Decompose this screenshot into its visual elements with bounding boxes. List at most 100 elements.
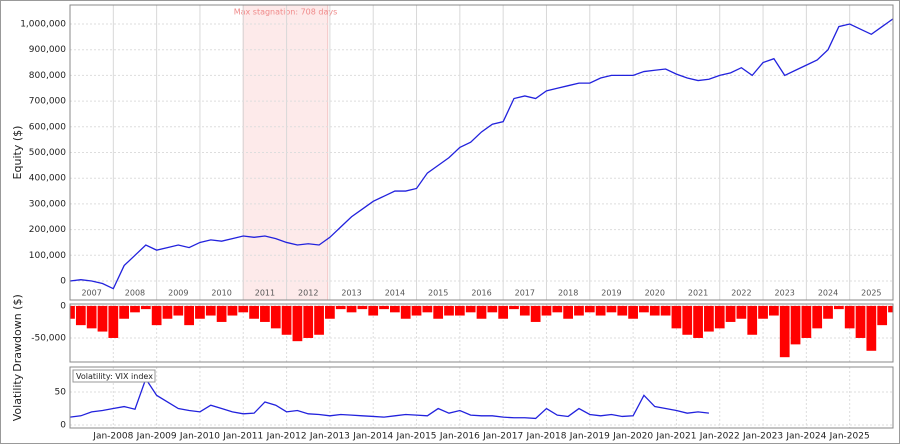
x-tick-label: 2018: [558, 289, 578, 298]
plot-border: [69, 4, 894, 301]
x-tick-label: 2008: [125, 289, 145, 298]
x-tick-label: 2014: [385, 289, 405, 298]
drawdown-bar: [877, 305, 888, 326]
drawdown-bar: [660, 305, 671, 316]
y-tick-label: 100,000: [29, 251, 66, 261]
drawdown-bar: [487, 305, 498, 313]
drawdown-bar: [130, 305, 140, 313]
x-tick-label: 2023: [775, 289, 795, 298]
drawdown-bar: [433, 305, 444, 319]
drawdown-bar: [628, 305, 638, 319]
drawdown-bar: [888, 305, 893, 313]
legend-text: Volatility: VIX index: [76, 372, 153, 381]
drawdown-bar: [335, 305, 346, 310]
drawdown-bar: [574, 305, 584, 316]
drawdown-bar: [173, 305, 184, 316]
x-tick-label: 2019: [601, 289, 621, 298]
drawdown-bar: [855, 305, 866, 338]
drawdown-bar: [184, 305, 194, 326]
drawdown-bar: [108, 305, 119, 338]
plot-area: [70, 367, 893, 428]
drawdown-bar: [541, 305, 552, 316]
x-tick-label: Jan-2015: [396, 432, 437, 442]
y-tick-label: 50: [55, 388, 67, 398]
drawdown-bar: [400, 305, 411, 319]
x-tick-label: Jan-2019: [569, 432, 610, 442]
drawdown-bar: [704, 305, 714, 332]
legend-box: [72, 369, 156, 383]
drawdown-bar: [70, 305, 75, 319]
x-tick-label: Jan-2020: [612, 432, 653, 442]
x-tick-label: Jan-2016: [439, 432, 480, 442]
drawdown-bar: [758, 305, 768, 319]
drawdown-bar: [801, 305, 812, 338]
y-tick-label: 900,000: [29, 45, 66, 55]
drawdown-bar: [281, 305, 292, 335]
y-axis-label: Volatility: [11, 373, 24, 421]
drawdown-bar: [216, 305, 227, 322]
drawdown-bar: [238, 305, 249, 313]
drawdown-bar: [823, 305, 833, 319]
drawdown-bar: [465, 305, 476, 313]
drawdown-bar: [682, 305, 693, 335]
drawdown-bar: [736, 305, 747, 319]
drawdown-bar: [119, 305, 130, 319]
series-line: [69, 377, 709, 420]
drawdown-bar: [140, 305, 151, 310]
drawdown-bar: [866, 305, 877, 351]
x-tick-label: 2012: [298, 289, 318, 298]
x-tick-label: 2016: [471, 289, 491, 298]
drawdown-bar: [292, 305, 303, 342]
drawdown-bar: [747, 305, 758, 335]
drawdown-bar: [844, 305, 855, 329]
x-tick-label: 2015: [428, 289, 448, 298]
y-tick-label: 0: [60, 421, 66, 431]
drawdown-bar: [725, 305, 736, 322]
y-tick-label: 0: [60, 301, 66, 311]
y-tick-label: 200,000: [29, 225, 66, 235]
series-line: [69, 18, 894, 290]
x-tick-label: Jan-2025: [829, 432, 870, 442]
x-tick-label: 2020: [645, 289, 665, 298]
plot-border: [69, 366, 894, 429]
x-tick-label: 2025: [861, 289, 881, 298]
stagnation-label: Max stagnation: 708 days: [234, 8, 338, 17]
drawdown-bar: [519, 305, 530, 316]
x-tick-label: Jan-2008: [92, 432, 133, 442]
x-tick-label: Jan-2009: [136, 432, 177, 442]
drawdown-bar: [779, 305, 790, 358]
drawdown-bar: [303, 305, 314, 338]
drawdown-bar: [509, 305, 519, 310]
drawdown-bar: [249, 305, 259, 319]
drawdown-bar: [584, 305, 595, 313]
drawdown-bar: [530, 305, 541, 322]
y-tick-label: -50,000: [31, 333, 66, 343]
x-tick-label: 2009: [168, 289, 188, 298]
x-tick-label: Jan-2021: [655, 432, 696, 442]
drawdown-bar: [639, 305, 649, 313]
y-axis-label: Equity ($): [11, 126, 24, 180]
drawdown-bar: [86, 305, 97, 329]
drawdown-bar: [346, 305, 357, 313]
drawdown-bar: [552, 305, 563, 313]
x-tick-label: 2007: [81, 289, 101, 298]
y-axis-label: Drawdown ($): [11, 294, 24, 372]
x-tick-label: Jan-2014: [352, 432, 393, 442]
drawdown-bar: [563, 305, 574, 319]
y-tick-label: 500,000: [29, 148, 66, 158]
drawdown-bar: [357, 305, 368, 310]
drawdown-bar: [75, 305, 86, 326]
drawdown-bar: [325, 305, 335, 319]
drawdown-bar: [97, 305, 108, 332]
drawdown-bar: [454, 305, 465, 316]
drawdown-bar: [368, 305, 379, 316]
drawdown-bar: [422, 305, 433, 313]
x-tick-label: 2022: [731, 289, 751, 298]
x-tick-label: Jan-2024: [785, 432, 826, 442]
y-tick-label: 600,000: [29, 122, 66, 132]
y-tick-label: 400,000: [29, 174, 66, 184]
x-tick-label: Jan-2018: [525, 432, 566, 442]
drawdown-bar: [270, 305, 281, 329]
